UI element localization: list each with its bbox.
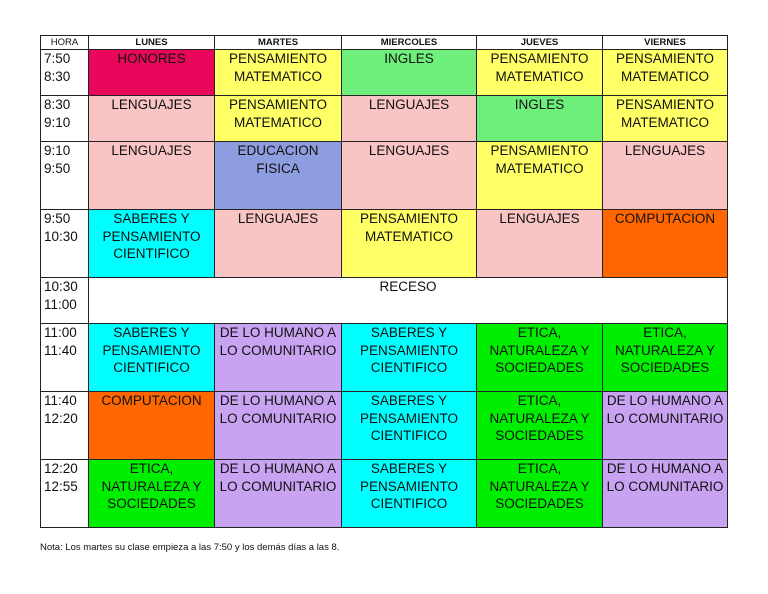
class-cell-viernes: DE LO HUMANO A LO COMUNITARIO [602, 459, 728, 528]
header-row: HORA LUNES MARTES MIERCOLES JUEVES VIERN… [40, 35, 728, 50]
time-end: 11:00 [44, 296, 77, 312]
footnote: Nota: Los martes su clase empieza a las … [40, 542, 340, 553]
class-cell-miercoles: INGLES [341, 49, 477, 96]
class-cell-jueves: ETICA, NATURALEZA Y SOCIEDADES [476, 323, 603, 392]
time-slot: 9:50 10:30 [40, 209, 89, 278]
header-jueves: JUEVES [476, 35, 603, 50]
class-cell-miercoles: PENSAMIENTO MATEMATICO [341, 209, 477, 278]
time-slot: 12:20 12:55 [40, 459, 89, 528]
class-cell-viernes: LENGUAJES [602, 141, 728, 210]
class-cell-martes: DE LO HUMANO A LO COMUNITARIO [214, 323, 342, 392]
time-start: 12:20 [44, 461, 78, 476]
schedule-row: 10:30 11:00 RECESO [40, 277, 728, 324]
class-cell-viernes: PENSAMIENTO MATEMATICO [602, 49, 728, 96]
class-cell-miercoles: LENGUAJES [341, 95, 477, 142]
time-slot: 8:30 9:10 [40, 95, 89, 142]
class-cell-lunes: SABERES Y PENSAMIENTO CIENTIFICO [88, 209, 215, 278]
schedule-row: 11:00 11:40 SABERES Y PENSAMIENTO CIENTIFI… [40, 323, 728, 392]
schedule-row: 11:40 12:20 COMPUTACION DE LO HUMANO A LO C… [40, 391, 728, 460]
time-end: 11:40 [44, 342, 77, 358]
time-end: 9:50 [44, 160, 71, 176]
class-cell-miercoles: SABERES Y PENSAMIENTO CIENTIFICO [341, 459, 477, 528]
time-start: 8:30 [44, 97, 71, 112]
time-slot: 7:50 8:30 [40, 49, 89, 96]
time-end: 10:30 [44, 228, 78, 244]
class-cell-martes: LENGUAJES [214, 209, 342, 278]
class-cell-lunes: HONORES [88, 49, 215, 96]
time-end: 8:30 [44, 68, 71, 84]
schedule-row: 9:10 9:50 LENGUAJES EDUCACION FISICA LENGUAJ… [40, 141, 728, 210]
class-cell-lunes: COMPUTACION [88, 391, 215, 460]
class-cell-jueves: ETICA, NATURALEZA Y SOCIEDADES [476, 459, 603, 528]
time-start: 11:00 [44, 325, 77, 340]
class-cell-martes: DE LO HUMANO A LO COMUNITARIO [214, 391, 342, 460]
class-cell-viernes: ETICA, NATURALEZA Y SOCIEDADES [602, 323, 728, 392]
class-cell-jueves: INGLES [476, 95, 603, 142]
schedule-table: HORA LUNES MARTES MIERCOLES JUEVES VIERN… [40, 35, 728, 528]
class-cell-miercoles: SABERES Y PENSAMIENTO CIENTIFICO [341, 323, 477, 392]
class-cell-miercoles: SABERES Y PENSAMIENTO CIENTIFICO [341, 391, 477, 460]
time-start: 9:50 [44, 211, 71, 226]
class-cell-lunes: LENGUAJES [88, 141, 215, 210]
header-miercoles: MIERCOLES [341, 35, 477, 50]
time-end: 12:20 [44, 410, 78, 426]
schedule-row: 8:30 9:10 LENGUAJES PENSAMIENTO MATEMATICO L… [40, 95, 728, 142]
class-cell-jueves: LENGUAJES [476, 209, 603, 278]
time-slot: 11:00 11:40 [40, 323, 89, 392]
class-cell-martes: EDUCACION FISICA [214, 141, 342, 210]
recess-cell: RECESO [88, 277, 728, 324]
time-start: 7:50 [44, 51, 71, 66]
class-cell-jueves: PENSAMIENTO MATEMATICO [476, 141, 603, 210]
schedule-row: 7:50 8:30 HONORES PENSAMIENTO MATEMATICO ING… [40, 49, 728, 96]
class-cell-miercoles: LENGUAJES [341, 141, 477, 210]
schedule-body: 7:50 8:30 HONORES PENSAMIENTO MATEMATICO ING… [40, 49, 728, 528]
time-end: 12:55 [44, 478, 78, 494]
header-viernes: VIERNES [602, 35, 728, 50]
header-martes: MARTES [214, 35, 342, 50]
class-cell-martes: DE LO HUMANO A LO COMUNITARIO [214, 459, 342, 528]
time-start: 9:10 [44, 143, 71, 158]
header-lunes: LUNES [88, 35, 215, 50]
class-cell-lunes: SABERES Y PENSAMIENTO CIENTIFICO [88, 323, 215, 392]
time-slot: 11:40 12:20 [40, 391, 89, 460]
class-cell-viernes: COMPUTACION [602, 209, 728, 278]
time-slot: 10:30 11:00 [40, 277, 89, 324]
class-cell-viernes: PENSAMIENTO MATEMATICO [602, 95, 728, 142]
class-cell-martes: PENSAMIENTO MATEMATICO [214, 95, 342, 142]
time-end: 9:10 [44, 114, 71, 130]
class-cell-jueves: ETICA, NATURALEZA Y SOCIEDADES [476, 391, 603, 460]
time-slot: 9:10 9:50 [40, 141, 89, 210]
header-hora: HORA [40, 35, 89, 50]
class-cell-viernes: DE LO HUMANO A LO COMUNITARIO [602, 391, 728, 460]
schedule-row: 9:50 10:30 SABERES Y PENSAMIENTO CIENTIFIC… [40, 209, 728, 278]
time-start: 11:40 [44, 393, 77, 408]
class-cell-martes: PENSAMIENTO MATEMATICO [214, 49, 342, 96]
time-start: 10:30 [44, 279, 78, 294]
class-cell-jueves: PENSAMIENTO MATEMATICO [476, 49, 603, 96]
class-cell-lunes: ETICA, NATURALEZA Y SOCIEDADES [88, 459, 215, 528]
class-cell-lunes: LENGUAJES [88, 95, 215, 142]
schedule-row: 12:20 12:55 ETICA, NATURALEZA Y SOCIEDADES… [40, 459, 728, 528]
